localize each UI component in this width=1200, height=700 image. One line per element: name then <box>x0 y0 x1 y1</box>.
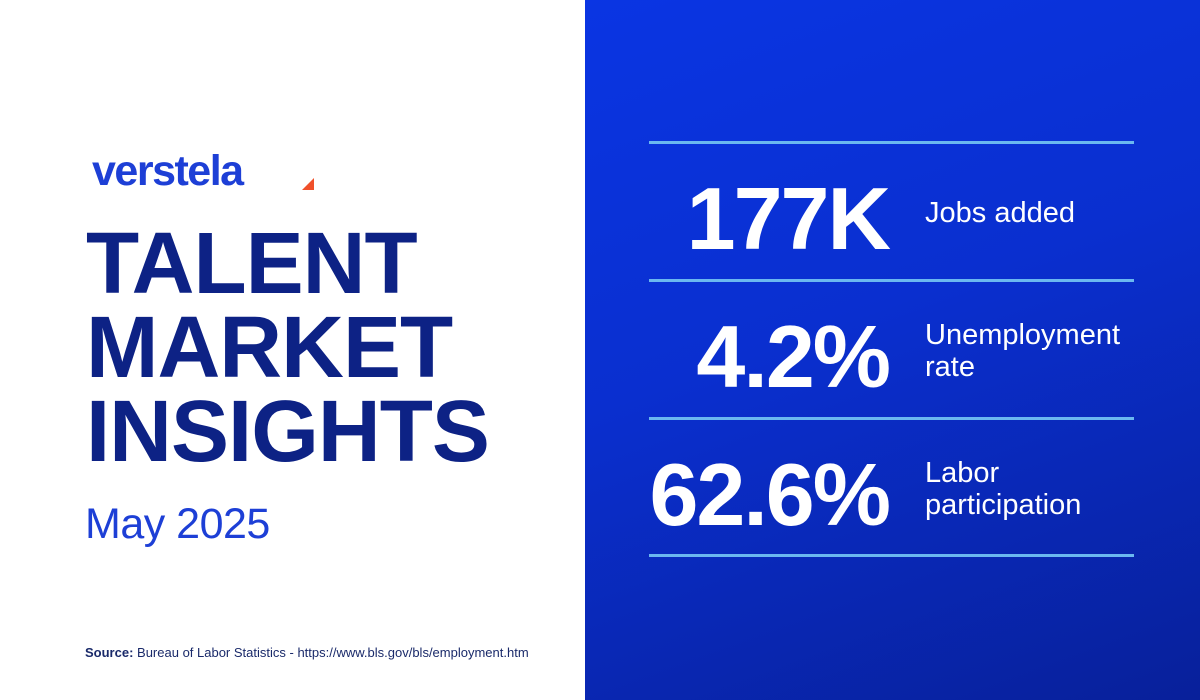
divider-1 <box>649 279 1134 282</box>
divider-2 <box>649 417 1134 420</box>
source-text: Bureau of Labor Statistics - https://www… <box>137 645 529 660</box>
source-note: Source: Bureau of Labor Statistics - htt… <box>85 645 529 660</box>
headline-line-2: MARKET <box>86 299 453 396</box>
stat-value-unemployment: 4.2% <box>696 307 891 406</box>
stat-value-participation: 62.6% <box>649 445 891 544</box>
headline-line-3: INSIGHTS <box>86 383 490 480</box>
headline-line-1: TALENT <box>86 215 418 312</box>
report-date: May 2025 <box>85 500 270 548</box>
headline: TALENT MARKET INSIGHTS <box>86 215 566 480</box>
stat-label-unemployment: Unemployment rate <box>925 319 1121 383</box>
stat-label-jobs: Jobs added <box>925 197 1075 229</box>
divider-bottom <box>649 554 1134 557</box>
source-label: Source: <box>85 645 134 660</box>
logo-accent-mark <box>302 178 314 190</box>
divider-top <box>649 141 1134 144</box>
stats-panel: 177K Jobs added 4.2% Unemployment rate 6… <box>585 0 1200 700</box>
left-panel: verstela TALENT MARKET INSIGHTS May 2025… <box>0 0 585 700</box>
stat-value-jobs: 177K <box>686 169 891 268</box>
stat-label-participation: Labor participation <box>925 457 1082 521</box>
brand-logo: verstela <box>92 147 244 195</box>
